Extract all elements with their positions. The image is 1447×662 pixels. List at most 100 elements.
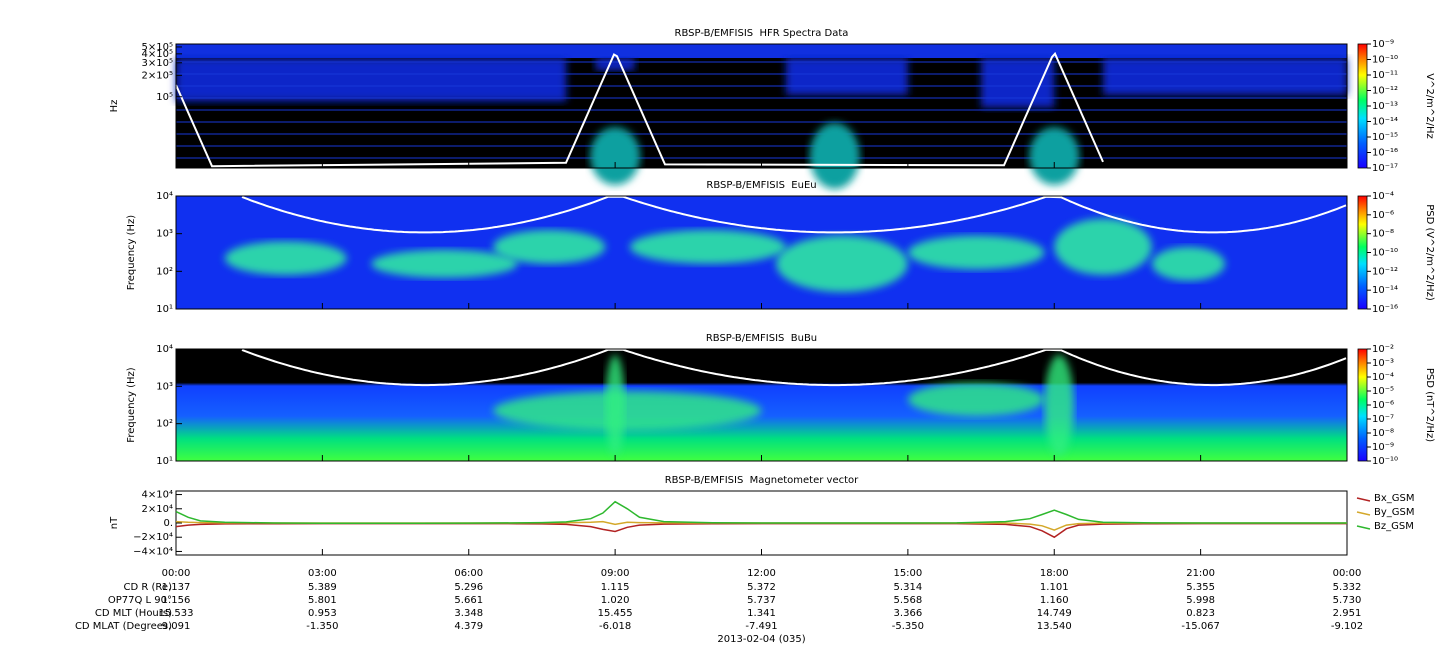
spectrogram-image [590,127,641,185]
y-tick-label: 4×10⁵ [142,49,173,60]
panel-title: RBSP-B/EMFISIS EuEu [706,180,816,191]
ephemeris-value: 0.823 [1186,608,1215,619]
ephemeris-value: 3.366 [894,608,923,619]
ephemeris-value: 1.115 [601,582,630,593]
ephemeris-value: 5.730 [1333,595,1362,606]
ephemeris-label: CD MLAT (Degrees) [75,621,172,632]
colorbar-tick-label: 10⁻¹² [1372,86,1398,97]
spectrogram-image [907,382,1045,417]
ephemeris-label: CD MLT (Hours) [95,608,172,619]
x-tick-label: 00:00 [162,568,191,579]
legend-label: By_GSM [1374,507,1415,518]
colorbar-tick-label: 10⁻¹⁶ [1372,304,1398,315]
legend-label: Bz_GSM [1374,521,1414,532]
y-tick-label: 3×10⁵ [142,58,173,69]
spectrogram-image [176,44,1347,58]
colorbar [1357,348,1368,462]
ephemeris-value: 5.372 [747,582,776,593]
colorbar-tick-label: 10⁻¹³ [1372,101,1398,112]
spectrogram-image [1151,246,1226,281]
gyro-curve [175,51,1104,168]
colorbar-tick-label: 10⁻¹⁰ [1372,456,1398,467]
y-tick-label: 10⁵ [156,92,173,103]
panel-title: RBSP-B/EMFISIS BuBu [706,333,817,344]
ephemeris-value: 1.160 [1040,595,1069,606]
colorbar-tick-label: 10⁻² [1372,344,1394,355]
spectrogram-image [629,229,786,264]
y-tick-label: 10¹ [156,304,173,315]
ephemeris-value: 5.568 [894,595,923,606]
series-line [175,522,1347,539]
panel-title: RBSP-B/EMFISIS Magnetometer vector [665,475,859,486]
date-label: 2013-02-04 (035) [717,634,805,645]
y-tick-label: 10³ [156,229,173,240]
ephemeris-value: 1.101 [1040,582,1069,593]
spectrogram-image [371,249,518,278]
colorbar-tick-label: 10⁻¹⁴ [1372,285,1398,296]
spectrogram-image [176,58,567,102]
ephemeris-value: 1.156 [162,595,191,606]
spectrogram-image [493,391,762,431]
ephemeris-value: 5.801 [308,595,337,606]
colorbar-tick-label: 10⁻¹⁴ [1372,117,1398,128]
ephemeris-value: 5.296 [454,582,483,593]
y-tick-label: 0. [163,518,173,529]
ephemeris-value: -1.350 [306,621,338,632]
gyro-curve [241,348,1347,387]
y-tick-label: 5×10⁵ [142,42,173,53]
series-line [175,500,1347,524]
x-tick-label: 21:00 [1186,568,1215,579]
ephemeris-value: 1.137 [162,582,191,593]
colorbar-tick-label: 10⁻⁴ [1372,191,1394,202]
ephemeris-value: 3.348 [454,608,483,619]
x-tick-label: 00:00 [1333,568,1362,579]
ephemeris-value: 5.389 [308,582,337,593]
legend-swatch [1356,511,1371,516]
colorbar-tick-label: 10⁻⁷ [1372,414,1394,425]
y-tick-label: 10³ [156,381,173,392]
y-tick-label: 4×10⁴ [142,490,173,501]
colorbar-tick-label: 10⁻⁹ [1372,39,1394,50]
spectrogram-image [1054,218,1152,276]
ephemeris-value: -15.067 [1181,621,1220,632]
colorbar-label: V^2/m^2/Hz [1424,73,1435,139]
x-tick-label: 15:00 [893,568,922,579]
x-tick-label: 06:00 [454,568,483,579]
ephemeris-value: 1.341 [747,608,776,619]
ephemeris-value: -7.491 [745,621,777,632]
ephemeris-value: 15.533 [159,608,194,619]
ephemeris-value: 5.737 [747,595,776,606]
y-tick-label: 10² [156,266,173,277]
ephemeris-value: -9.102 [1331,621,1363,632]
spectrogram-image [176,349,1347,461]
ephemeris-value: 5.998 [1186,595,1215,606]
colorbar-tick-label: 10⁻⁶ [1372,210,1394,221]
colorbar-tick-label: 10⁻¹⁰ [1372,55,1398,66]
x-tick-label: 09:00 [601,568,630,579]
y-tick-label: 2×10⁵ [142,70,173,81]
ephemeris-value: 5.355 [1186,582,1215,593]
colorbar-tick-label: 10⁻³ [1372,358,1394,369]
spectrogram-image [493,229,606,264]
y-axis-label: nT [109,516,120,529]
ephemeris-value: 14.749 [1037,608,1072,619]
ephemeris-value: 9.091 [162,621,191,632]
x-tick-label: 12:00 [747,568,776,579]
spectrogram-image [785,58,908,96]
y-tick-label: −4×10⁴ [133,546,173,557]
y-tick-label: 2×10⁴ [142,504,173,515]
colorbar-tick-label: 10⁻¹⁰ [1372,248,1398,259]
y-axis-label: Frequency (Hz) [126,367,137,443]
colorbar [1357,195,1368,310]
colorbar-tick-label: 10⁻¹⁵ [1372,132,1398,143]
colorbar-tick-label: 10⁻¹⁶ [1372,148,1398,159]
ephemeris-value: -6.018 [599,621,631,632]
legend-swatch [1356,497,1371,502]
ephemeris-value: 5.314 [894,582,923,593]
y-tick-label: −2×10⁴ [133,532,173,543]
legend-swatch [1356,525,1371,530]
colorbar-label: PSD (V^2/m^2/Hz) [1424,204,1435,301]
colorbar-tick-label: 10⁻¹¹ [1372,70,1398,81]
